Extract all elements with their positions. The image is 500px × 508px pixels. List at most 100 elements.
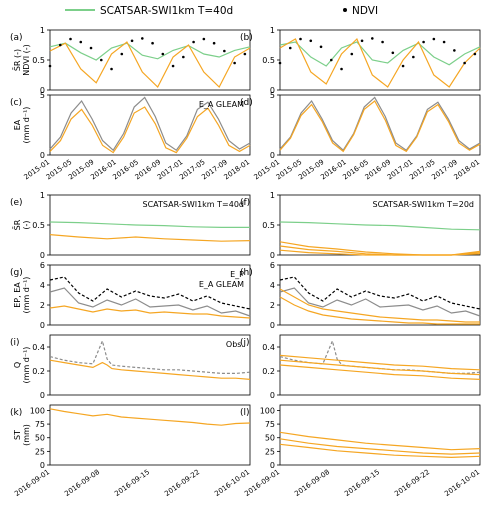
series-line [279, 364, 481, 380]
series-line [49, 42, 251, 61]
y-tick-label: 1 [40, 26, 45, 35]
panel-d: (d)052015-012015-052015-092016-012016-05… [240, 91, 481, 181]
panel-frame [279, 334, 481, 396]
data-point [381, 40, 384, 44]
y-axis-label: (mm d⁻¹) [22, 347, 31, 384]
y-tick-label: 0 [270, 86, 275, 95]
y-tick-label: 4 [270, 281, 275, 290]
x-tick-label: 2016-09-08 [293, 468, 331, 498]
series-line [279, 288, 480, 323]
series-line [279, 438, 481, 455]
panel-label: (g) [10, 268, 23, 278]
y-tick-label: 0 [40, 151, 45, 160]
data-point [48, 64, 52, 68]
series-line [49, 96, 251, 152]
x-tick-label: 2016-09-01 [13, 468, 51, 498]
data-point [89, 46, 93, 50]
series-line [49, 276, 251, 310]
legend-left-line-label: SCATSAR-SWI1km T=40d [100, 5, 233, 17]
data-point [69, 37, 72, 41]
legend-left-dot-swatch [343, 8, 347, 12]
series-line [49, 221, 250, 228]
data-point [182, 55, 185, 59]
data-point [309, 39, 313, 43]
panel-frame [279, 94, 481, 156]
series-line [279, 359, 481, 376]
y-tick-label: 0.4 [32, 343, 45, 352]
data-point [171, 64, 175, 68]
panel-f: (f) 0 0.5 1 SCATSAR-SWI1km T=20d [240, 191, 481, 260]
data-point [422, 40, 425, 44]
data-point [212, 41, 216, 45]
y-tick-label: 50 [35, 434, 45, 443]
y-tick-label: 0 [270, 461, 275, 470]
data-point [202, 37, 206, 41]
y-tick-label: 75 [35, 420, 45, 429]
y-axis-label: (mm) [22, 424, 31, 446]
legend-label: E_A GLEAM [199, 280, 244, 289]
y-tick-label: 2 [40, 301, 45, 310]
y-axis-label: EP, EA [13, 282, 22, 308]
y-tick-label: 4 [40, 281, 45, 290]
series-line [49, 339, 251, 374]
data-point [473, 52, 477, 56]
panel-label: (i) [10, 338, 20, 348]
y-tick-label: 0.5 [32, 221, 45, 230]
series-line [279, 276, 481, 310]
data-point [130, 39, 134, 43]
data-point [243, 52, 247, 56]
series-line [279, 100, 481, 153]
legend-label: E_A GLEAM [199, 100, 244, 109]
x-tick-label: 2016-09-22 [163, 468, 201, 498]
y-axis-label: NDVI (-) [22, 44, 31, 76]
data-point [401, 64, 405, 68]
data-point [120, 52, 124, 56]
panel-frame [279, 264, 481, 326]
data-point [442, 40, 446, 44]
data-point [360, 39, 364, 43]
data-point [151, 41, 154, 45]
panel-label: (b) [240, 33, 253, 43]
panel-label: (c) [10, 98, 22, 108]
x-tick-label: 2016-09-08 [63, 468, 101, 498]
series-line [49, 41, 251, 88]
panel-label: (l) [240, 408, 250, 418]
y-axis-label: ST [13, 430, 22, 440]
x-tick-label: 2016-10-01 [443, 468, 481, 498]
series-line [279, 221, 481, 231]
data-point [350, 52, 354, 56]
x-tick-label: 2016-09-15 [113, 468, 151, 498]
data-point [432, 37, 436, 41]
y-axis-label: (mm d⁻¹) [22, 107, 31, 144]
series-line [49, 234, 251, 242]
series-line [279, 37, 481, 88]
panel-frame [49, 334, 251, 396]
data-point [161, 52, 165, 56]
data-point [141, 37, 144, 40]
panel-label: (j) [240, 338, 250, 348]
series-line [279, 287, 481, 317]
data-point [110, 67, 113, 71]
legend-label: SCATSAR-SWI1km T=40d [143, 200, 244, 209]
series-line [49, 359, 251, 380]
panel-label: (d) [240, 98, 253, 108]
y-axis-label: (-) [22, 220, 31, 229]
y-axis-label: S̄R (-) [12, 49, 22, 71]
y-tick-label: 0 [270, 321, 275, 330]
series-line [279, 443, 481, 459]
panel-h: (h) 0 2 4 6 [240, 261, 481, 330]
y-tick-label: 100 [260, 406, 275, 415]
data-point [329, 58, 333, 62]
y-axis-label: EA [13, 119, 22, 130]
y-tick-label: 25 [265, 447, 275, 456]
data-point [99, 58, 103, 62]
y-tick-label: 0 [40, 391, 45, 400]
data-point [233, 61, 236, 65]
y-tick-label: 5 [40, 91, 45, 100]
y-tick-label: 0 [40, 461, 45, 470]
data-point [223, 49, 226, 53]
data-point [371, 37, 374, 40]
